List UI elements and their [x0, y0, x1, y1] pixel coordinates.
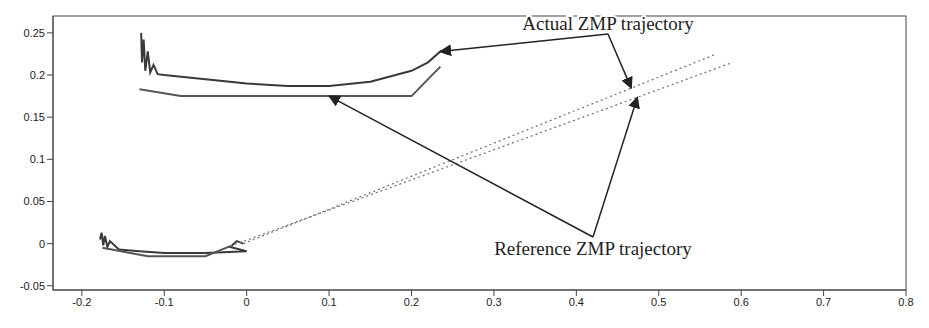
svg-text:0.6: 0.6 [734, 296, 749, 308]
svg-text:-0.2: -0.2 [72, 296, 91, 308]
svg-text:0: 0 [244, 296, 250, 308]
svg-text:Actual ZMP trajectory: Actual ZMP trajectory [522, 13, 694, 34]
svg-text:0.2: 0.2 [404, 296, 419, 308]
svg-text:0.05: 0.05 [24, 195, 45, 207]
svg-text:0: 0 [39, 238, 45, 250]
svg-text:-0.05: -0.05 [20, 280, 45, 292]
svg-text:0.8: 0.8 [898, 296, 913, 308]
svg-text:-0.1: -0.1 [155, 296, 174, 308]
svg-text:0.3: 0.3 [486, 296, 501, 308]
svg-text:0.1: 0.1 [321, 296, 336, 308]
svg-text:0.5: 0.5 [651, 296, 666, 308]
svg-text:0.7: 0.7 [816, 296, 831, 308]
svg-text:0.2: 0.2 [30, 69, 45, 81]
svg-text:0.4: 0.4 [569, 296, 584, 308]
svg-text:Reference ZMP trajectory: Reference ZMP trajectory [494, 238, 692, 259]
svg-text:0.25: 0.25 [24, 27, 45, 39]
svg-text:0.15: 0.15 [24, 111, 45, 123]
svg-text:0.1: 0.1 [30, 153, 45, 165]
